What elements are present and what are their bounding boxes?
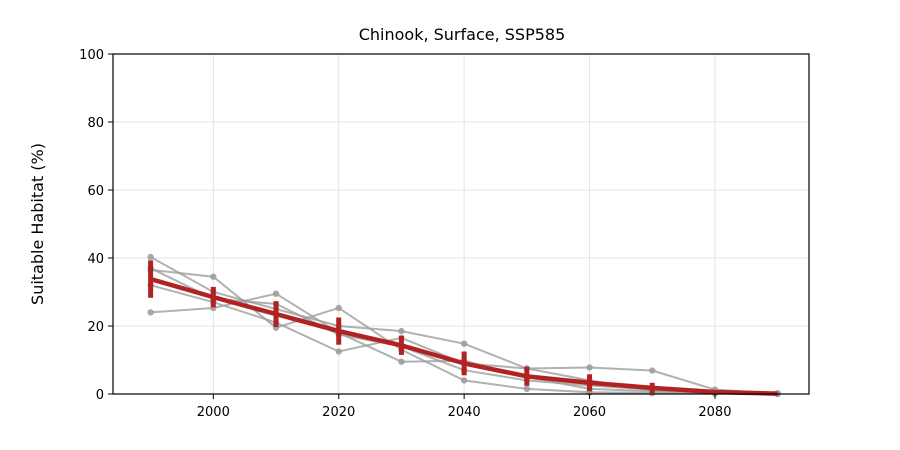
ensemble-point bbox=[523, 385, 531, 393]
ensemble-point bbox=[335, 348, 342, 355]
mean-series bbox=[148, 260, 781, 396]
x-tick-label: 2000 bbox=[197, 405, 230, 420]
x-axis-ticks: 2000 2020 2040 2060 2080 bbox=[197, 394, 731, 420]
ensemble-point bbox=[398, 327, 405, 335]
ensemble-point bbox=[398, 358, 405, 365]
y-tick-label: 100 bbox=[79, 48, 104, 63]
ensemble-point bbox=[586, 364, 593, 371]
y-tick-label: 80 bbox=[87, 116, 104, 131]
ensemble-point bbox=[210, 273, 217, 280]
x-tick-label: 2040 bbox=[448, 405, 481, 420]
chart-title: Chinook, Surface, SSP585 bbox=[359, 25, 566, 44]
ensemble-point bbox=[460, 340, 468, 347]
y-tick-label: 0 bbox=[96, 388, 104, 403]
plot-frame bbox=[112, 53, 810, 395]
y-axis-label: Suitable Habitat (%) bbox=[28, 143, 47, 305]
x-tick-label: 2080 bbox=[698, 405, 731, 420]
ensemble-point bbox=[272, 290, 280, 297]
x-tick-label: 2020 bbox=[322, 405, 355, 420]
ensemble-point bbox=[460, 377, 468, 384]
ensemble-point bbox=[147, 309, 154, 316]
ensemble-point bbox=[147, 253, 154, 261]
y-tick-label: 40 bbox=[87, 252, 104, 267]
y-tick-label: 20 bbox=[87, 320, 104, 335]
y-tick-label: 60 bbox=[87, 184, 104, 199]
ensemble-point bbox=[335, 304, 342, 312]
x-tick-label: 2060 bbox=[573, 405, 606, 420]
y-axis-ticks: 0 20 40 60 80 100 bbox=[79, 48, 113, 403]
mean-line bbox=[150, 276, 778, 396]
ensemble-point bbox=[649, 367, 656, 374]
